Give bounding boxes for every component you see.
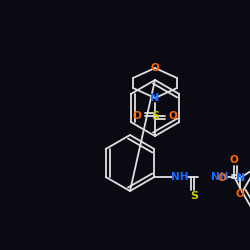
Text: O: O (132, 111, 141, 121)
Text: O: O (236, 189, 244, 199)
Text: O: O (230, 155, 238, 165)
Text: S: S (151, 111, 159, 121)
Text: N: N (150, 93, 160, 103)
Text: NH: NH (172, 172, 189, 182)
Text: NH: NH (212, 172, 229, 182)
Text: N: N (236, 173, 245, 183)
Text: O: O (150, 63, 160, 73)
Text: O: O (218, 173, 226, 183)
Text: S: S (190, 191, 198, 201)
Text: O: O (168, 111, 177, 121)
